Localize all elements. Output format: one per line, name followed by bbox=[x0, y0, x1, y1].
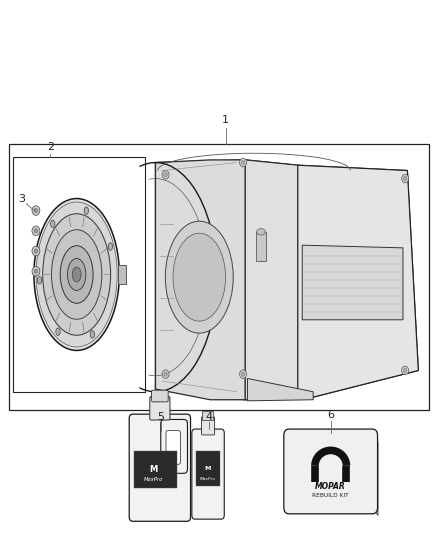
Circle shape bbox=[241, 372, 245, 376]
Ellipse shape bbox=[322, 457, 339, 474]
Text: 6: 6 bbox=[327, 410, 334, 419]
Circle shape bbox=[34, 249, 38, 253]
Text: MaxPro: MaxPro bbox=[144, 477, 163, 482]
FancyBboxPatch shape bbox=[129, 414, 191, 521]
Circle shape bbox=[164, 173, 167, 177]
Ellipse shape bbox=[36, 202, 117, 347]
FancyBboxPatch shape bbox=[152, 390, 168, 402]
Circle shape bbox=[32, 226, 40, 236]
Polygon shape bbox=[155, 160, 418, 400]
Circle shape bbox=[32, 266, 40, 276]
Bar bbox=[196, 451, 220, 486]
Text: 1: 1 bbox=[222, 115, 229, 125]
Ellipse shape bbox=[67, 259, 86, 290]
Bar bbox=[322, 470, 339, 483]
Ellipse shape bbox=[37, 277, 42, 284]
FancyBboxPatch shape bbox=[201, 417, 215, 435]
Ellipse shape bbox=[166, 221, 233, 333]
FancyBboxPatch shape bbox=[192, 429, 224, 519]
Ellipse shape bbox=[257, 229, 265, 235]
FancyBboxPatch shape bbox=[284, 429, 378, 514]
Text: M: M bbox=[205, 466, 211, 471]
Text: M: M bbox=[149, 465, 157, 473]
Circle shape bbox=[32, 206, 40, 215]
FancyBboxPatch shape bbox=[150, 397, 170, 420]
FancyBboxPatch shape bbox=[161, 419, 187, 473]
Circle shape bbox=[240, 158, 247, 167]
Circle shape bbox=[162, 171, 169, 179]
FancyBboxPatch shape bbox=[202, 411, 214, 421]
Polygon shape bbox=[155, 160, 245, 400]
Text: MaxPro: MaxPro bbox=[200, 477, 216, 481]
Text: MOPAR: MOPAR bbox=[315, 482, 346, 490]
Circle shape bbox=[162, 370, 169, 378]
Polygon shape bbox=[245, 160, 298, 400]
Circle shape bbox=[34, 208, 38, 213]
FancyBboxPatch shape bbox=[166, 431, 180, 464]
Ellipse shape bbox=[50, 220, 55, 228]
Circle shape bbox=[32, 246, 40, 256]
Ellipse shape bbox=[60, 246, 93, 303]
Ellipse shape bbox=[84, 207, 88, 214]
Circle shape bbox=[240, 370, 247, 378]
Polygon shape bbox=[372, 435, 378, 515]
Polygon shape bbox=[302, 245, 403, 320]
Ellipse shape bbox=[42, 214, 110, 335]
Bar bbox=[13, 157, 145, 392]
Circle shape bbox=[403, 368, 407, 373]
Circle shape bbox=[241, 160, 245, 165]
Circle shape bbox=[402, 366, 409, 375]
Ellipse shape bbox=[72, 267, 81, 282]
Circle shape bbox=[164, 372, 167, 376]
Text: 5: 5 bbox=[158, 412, 165, 422]
Polygon shape bbox=[298, 165, 418, 397]
Circle shape bbox=[34, 269, 38, 273]
Bar bbox=[134, 451, 177, 488]
Text: 3: 3 bbox=[18, 195, 25, 204]
Circle shape bbox=[34, 229, 38, 233]
Text: REBUILD KIT: REBUILD KIT bbox=[312, 492, 349, 498]
Ellipse shape bbox=[90, 330, 95, 338]
Ellipse shape bbox=[108, 243, 113, 251]
Circle shape bbox=[402, 174, 409, 183]
Ellipse shape bbox=[34, 199, 119, 351]
Ellipse shape bbox=[56, 328, 60, 335]
Bar bbox=[256, 232, 266, 261]
Text: 4: 4 bbox=[206, 412, 213, 422]
Circle shape bbox=[403, 176, 407, 181]
Ellipse shape bbox=[173, 233, 226, 321]
Polygon shape bbox=[118, 265, 126, 284]
Polygon shape bbox=[247, 378, 313, 401]
Bar bbox=[9, 144, 429, 410]
Ellipse shape bbox=[51, 230, 102, 319]
Text: 2: 2 bbox=[47, 142, 54, 152]
